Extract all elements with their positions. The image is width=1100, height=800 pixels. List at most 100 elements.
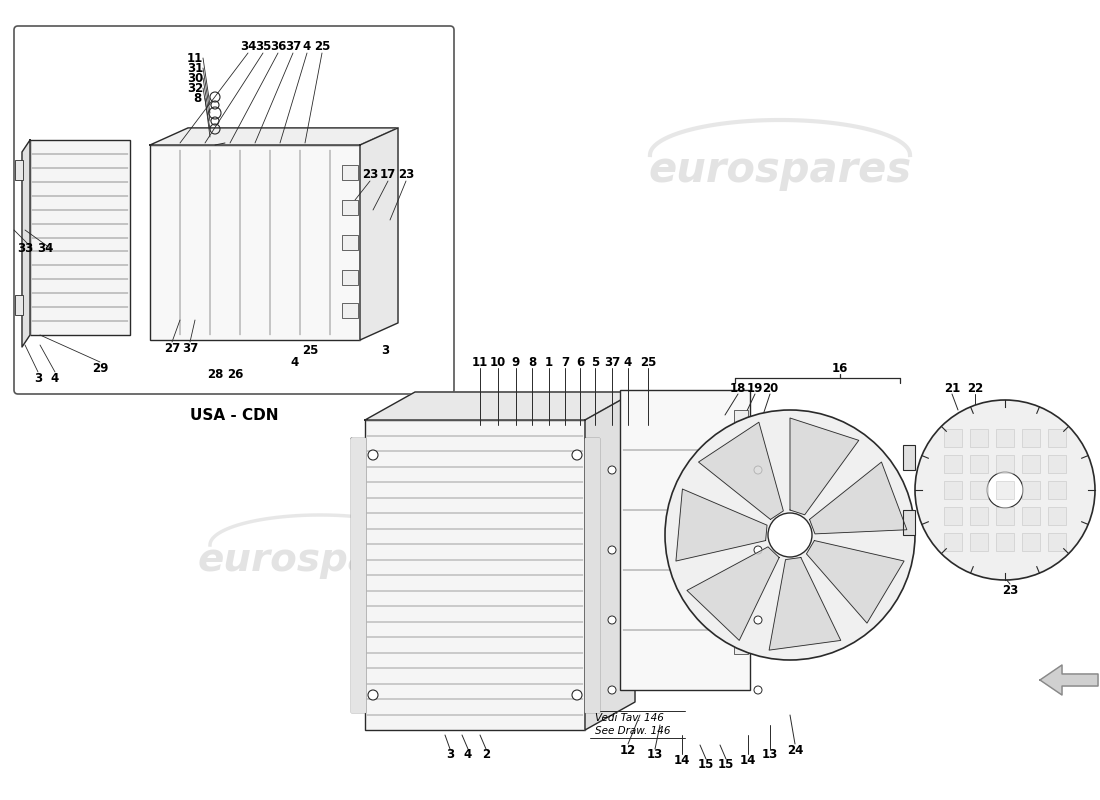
Text: 3: 3 — [381, 343, 389, 357]
Text: 30: 30 — [187, 71, 204, 85]
Text: 33: 33 — [16, 242, 33, 254]
Bar — [1048, 533, 1066, 551]
Text: 31: 31 — [187, 62, 204, 74]
Text: See Draw. 146: See Draw. 146 — [595, 726, 671, 736]
Text: 19: 19 — [747, 382, 763, 394]
Bar — [342, 303, 358, 318]
FancyBboxPatch shape — [14, 26, 454, 394]
Circle shape — [572, 690, 582, 700]
Bar — [1048, 455, 1066, 473]
Bar — [1048, 481, 1066, 499]
Text: 28: 28 — [207, 369, 223, 382]
Circle shape — [754, 546, 762, 554]
Bar — [970, 455, 988, 473]
Polygon shape — [365, 392, 635, 420]
Circle shape — [754, 686, 762, 694]
Text: Vedi Tav. 146: Vedi Tav. 146 — [595, 713, 664, 723]
Bar — [342, 200, 358, 215]
Circle shape — [368, 450, 378, 460]
Bar — [903, 445, 915, 470]
Bar — [970, 481, 988, 499]
Polygon shape — [688, 547, 779, 641]
Bar — [734, 590, 748, 604]
Text: 10: 10 — [490, 355, 506, 369]
Bar — [15, 295, 23, 315]
Text: 4: 4 — [302, 41, 311, 54]
Bar — [342, 165, 358, 180]
Bar — [1022, 533, 1040, 551]
Text: 11: 11 — [472, 355, 488, 369]
Circle shape — [608, 616, 616, 624]
Bar — [734, 640, 748, 654]
Text: 25: 25 — [640, 355, 657, 369]
Text: 4: 4 — [290, 357, 299, 370]
Circle shape — [608, 546, 616, 554]
Bar — [1022, 455, 1040, 473]
Circle shape — [754, 466, 762, 474]
Text: 35: 35 — [255, 41, 272, 54]
Text: 8: 8 — [528, 355, 536, 369]
Polygon shape — [585, 392, 635, 730]
Polygon shape — [698, 422, 783, 519]
Bar — [1022, 507, 1040, 525]
Bar — [342, 235, 358, 250]
Bar — [944, 481, 962, 499]
Text: 3: 3 — [446, 749, 454, 762]
Polygon shape — [22, 140, 30, 347]
Text: 16: 16 — [832, 362, 848, 374]
Text: 24: 24 — [786, 743, 803, 757]
Text: 32: 32 — [187, 82, 204, 94]
Bar — [996, 507, 1014, 525]
Polygon shape — [351, 438, 365, 712]
Text: 13: 13 — [647, 749, 663, 762]
Text: eurospares: eurospares — [197, 541, 443, 579]
Circle shape — [608, 686, 616, 694]
Bar — [15, 160, 23, 180]
Text: 5: 5 — [591, 355, 600, 369]
Text: 4: 4 — [464, 749, 472, 762]
Circle shape — [987, 472, 1023, 508]
Text: 29: 29 — [91, 362, 108, 374]
Circle shape — [768, 513, 812, 557]
Text: 27: 27 — [164, 342, 180, 354]
Bar — [970, 507, 988, 525]
Bar — [996, 533, 1014, 551]
Text: 25: 25 — [314, 41, 330, 54]
Text: 23: 23 — [398, 169, 414, 182]
Bar — [365, 420, 585, 730]
Polygon shape — [675, 489, 767, 561]
Bar — [944, 455, 962, 473]
Text: 13: 13 — [762, 749, 778, 762]
Text: 26: 26 — [227, 369, 243, 382]
Bar — [342, 270, 358, 285]
Bar — [970, 533, 988, 551]
Text: 3: 3 — [34, 371, 42, 385]
Text: 18: 18 — [729, 382, 746, 394]
Text: 14: 14 — [740, 754, 756, 766]
Text: 15: 15 — [697, 758, 714, 771]
Text: 22: 22 — [967, 382, 983, 394]
Polygon shape — [806, 541, 904, 623]
Text: 23: 23 — [1002, 583, 1019, 597]
Text: 25: 25 — [301, 343, 318, 357]
Text: 6: 6 — [576, 355, 584, 369]
Bar — [734, 455, 748, 469]
Polygon shape — [585, 438, 600, 712]
Bar — [944, 507, 962, 525]
Text: 14: 14 — [674, 754, 690, 766]
Text: 15: 15 — [718, 758, 734, 771]
Text: 12: 12 — [620, 743, 636, 757]
Bar — [30, 140, 130, 335]
Text: 36: 36 — [270, 41, 286, 54]
Text: eurospares: eurospares — [648, 149, 912, 191]
Text: 4: 4 — [51, 371, 59, 385]
Text: 37: 37 — [182, 342, 198, 354]
Text: 21: 21 — [944, 382, 960, 394]
Text: 7: 7 — [561, 355, 569, 369]
Bar — [944, 429, 962, 447]
Circle shape — [572, 450, 582, 460]
Bar — [1048, 507, 1066, 525]
Polygon shape — [360, 128, 398, 340]
Bar — [996, 455, 1014, 473]
Bar — [620, 390, 750, 690]
